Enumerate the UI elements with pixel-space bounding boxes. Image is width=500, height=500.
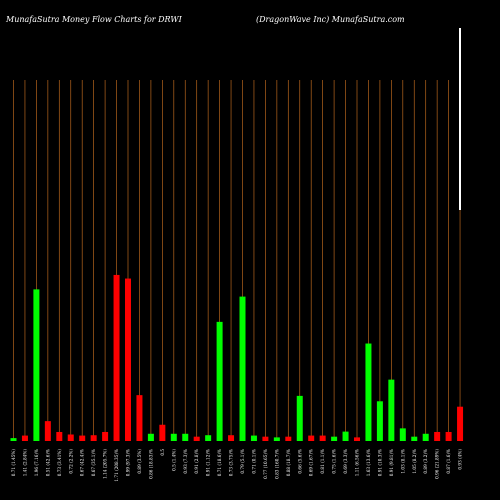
bar	[159, 424, 166, 441]
bar	[102, 431, 109, 442]
x-tick-label: 0.88 (18.7)%	[286, 449, 291, 476]
bar	[331, 436, 338, 441]
bar	[262, 436, 269, 441]
x-tick-label: 0.73 (3.75)%	[229, 449, 234, 476]
x-tick-label: 1.05 (8.2)%	[412, 449, 417, 474]
x-tick-label: 0.67 (42.4)%	[80, 449, 85, 476]
bar	[250, 435, 257, 441]
bar	[113, 274, 120, 441]
bar	[422, 433, 429, 441]
x-tick-label: 0.67 (35.1)%	[91, 449, 96, 476]
bar	[147, 433, 154, 441]
x-tick-label: 1.71 (208.35)%	[114, 449, 119, 482]
x-tick-labels: 0.71 (1.45%) 1.41 (2.84%) 1.96 (7.16)% 0.51…	[11, 449, 463, 482]
bar	[228, 435, 235, 441]
x-tick-label: 0.89 (3.5%)	[137, 449, 142, 474]
x-tick-label: 1.03 (8.1)%	[400, 449, 405, 474]
bar	[308, 435, 315, 441]
bar	[125, 278, 131, 441]
bar	[376, 401, 383, 441]
x-tick-label: 0.77 (10.65)%	[263, 449, 268, 479]
x-tick-label: 0.5 (1.4%)	[171, 449, 176, 471]
x-tick-label: 0.75 (1.6)%	[332, 449, 337, 474]
x-tick-label: 0.93 (4%)	[458, 449, 463, 470]
bar	[342, 431, 349, 441]
bar	[411, 436, 418, 441]
bar	[354, 437, 360, 441]
x-tick-label: 0.81 (1.1)%	[320, 449, 325, 474]
bar	[399, 428, 406, 442]
bar	[296, 395, 303, 442]
bar	[21, 435, 28, 441]
x-tick-label: 0.79 (5.1)%	[240, 449, 245, 474]
bar	[182, 433, 189, 441]
x-tick-label: 0.69 (3.3)%	[343, 449, 348, 474]
x-tick-label: 0.71 (18.6)%	[217, 449, 222, 476]
bar	[388, 379, 395, 441]
x-tick-label: 0.99 (97.3)%	[126, 449, 131, 476]
x-tick-label: 0.91 (2.8)%	[194, 449, 199, 474]
bar	[434, 431, 441, 442]
x-tick-label: 0.51 (42.6)%	[45, 449, 50, 476]
bar	[136, 395, 143, 441]
x-tick-label: 0.87 (1.6)%	[446, 449, 451, 474]
x-tick-label: 0.71 (0.1)%	[251, 449, 256, 474]
chart-title-left: MunafaSutra Money Flow Charts for DRWI	[5, 15, 183, 24]
bar	[67, 434, 74, 441]
x-tick-label: 1.41 (2.84%)	[22, 449, 27, 477]
x-tick-label: 0.5	[160, 449, 165, 456]
bar	[205, 435, 212, 441]
chart-title-right: (DragonWave Inc) MunafaSutra.com	[256, 15, 405, 24]
bar	[273, 437, 280, 441]
x-tick-label: 0.72 (2.2%)	[68, 449, 73, 474]
bar	[445, 431, 452, 442]
bar	[365, 343, 372, 441]
bar	[44, 421, 51, 441]
x-tick-label: 0.93 (7.3)%	[183, 449, 188, 474]
x-tick-label: 0.71 (1.45%)	[11, 449, 16, 477]
grid-lines	[13, 80, 461, 441]
bar	[170, 433, 177, 441]
bar	[319, 435, 326, 441]
x-tick-label: 0.91 (1.12)%	[206, 449, 211, 476]
bar	[239, 296, 246, 441]
bar	[33, 289, 40, 441]
x-tick-label: 0.73 (3.41%)	[57, 449, 62, 477]
x-tick-label: 1.14 (205.7%)	[103, 449, 108, 479]
bar	[216, 321, 223, 441]
bar	[10, 438, 17, 441]
x-tick-label: 0.89 (3.2)%	[423, 449, 428, 474]
x-tick-label: 0.69 (1.67)%	[309, 449, 314, 476]
bars	[10, 274, 464, 442]
x-tick-label: 0.83 (160.7)%	[274, 449, 279, 479]
x-tick-label: 1.11 (6.56)%	[355, 449, 360, 476]
x-tick-label: 0.91 (10.3)%	[377, 449, 382, 476]
bar	[90, 435, 97, 441]
x-tick-label: 0.66 (5.6)%	[297, 449, 302, 474]
bar	[193, 436, 200, 441]
x-tick-label: 1.96 (7.16)%	[34, 449, 39, 476]
x-tick-label: 0.86 (18.83)%	[148, 449, 153, 479]
bar	[285, 436, 292, 441]
x-tick-label: 0.91 (9.81)%	[389, 449, 394, 476]
bar	[79, 435, 86, 441]
bar	[56, 431, 63, 442]
bar	[457, 406, 464, 441]
x-tick-label: 0.96 (21.89%)	[435, 449, 440, 479]
x-tick-label: 1.63 (13.6)%	[366, 449, 371, 476]
